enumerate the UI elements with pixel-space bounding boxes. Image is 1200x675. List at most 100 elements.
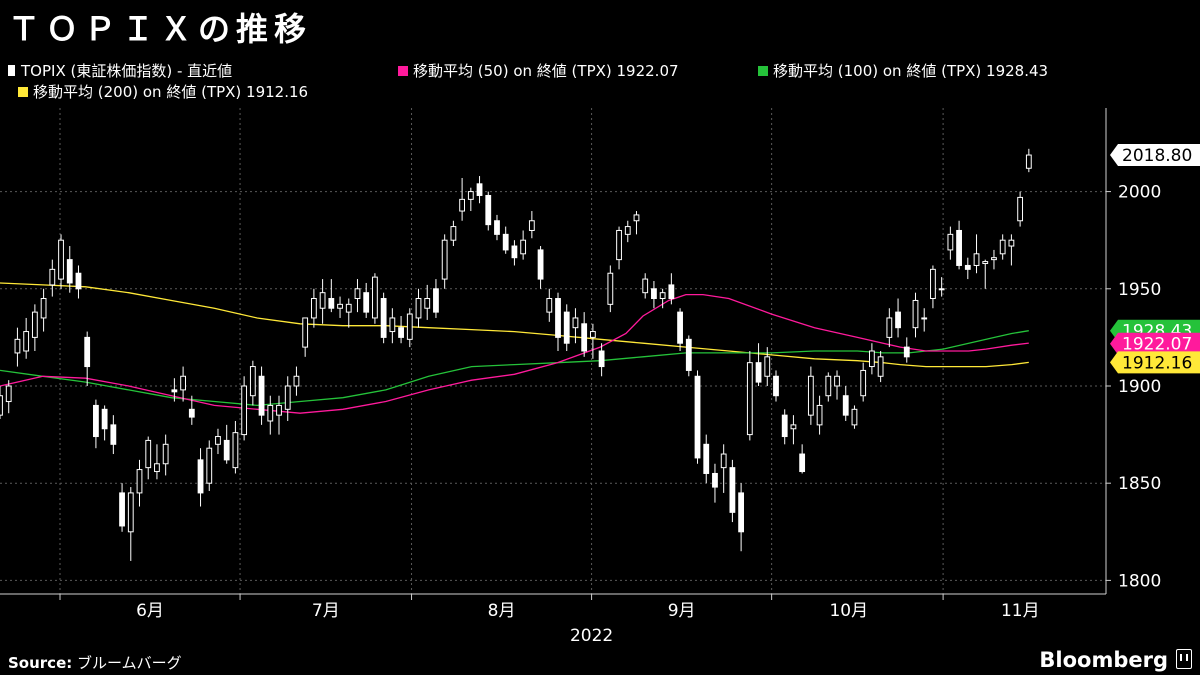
candle-body-up — [249, 366, 256, 397]
candle-body-up — [23, 331, 30, 352]
candle-body-up — [0, 395, 3, 416]
candle-body-up — [930, 268, 936, 300]
candle-body-up — [1017, 196, 1024, 222]
bloomberg-terminal-icon — [1176, 649, 1192, 669]
candle-body-down — [328, 298, 335, 309]
ma50-line — [0, 293, 1029, 414]
candle-body-down — [363, 292, 370, 313]
candle-body-down — [223, 439, 230, 461]
candle-body-down — [581, 323, 588, 352]
candle-body-up — [145, 439, 152, 469]
legend-swatch-ma50 — [398, 66, 408, 76]
last-value-marker-price — [1110, 144, 1200, 167]
candle-body-up — [310, 298, 317, 319]
candle-body-down — [380, 298, 387, 338]
candle-body-up — [49, 268, 56, 286]
y-tick-label: 2000 — [1118, 183, 1161, 203]
candle-body-up — [877, 356, 884, 377]
brand-logo: Bloomberg — [1039, 648, 1192, 672]
legend-swatch-ma200 — [18, 87, 28, 97]
candle-body-up — [572, 317, 579, 329]
candle-body-down — [781, 414, 788, 438]
candle-body-up — [162, 443, 169, 465]
legend-label: 移動平均 (200) on 終値 (TPX) 1912.16 — [33, 83, 309, 101]
candle-body-up — [354, 288, 361, 300]
candle-body-up — [868, 350, 875, 368]
source-label: Source: — [8, 654, 73, 672]
candle-body-down — [119, 492, 125, 527]
candle-body-down — [398, 327, 404, 338]
candle-body-down — [694, 375, 701, 459]
candle-body-down — [171, 389, 178, 393]
candle-body-down — [485, 194, 492, 226]
candle-body-up — [633, 214, 640, 222]
candle-body-down — [685, 338, 692, 371]
candle-body-up — [467, 191, 474, 200]
y-tick-label: 1900 — [1118, 377, 1161, 397]
brand-name: Bloomberg — [1039, 648, 1168, 672]
candle-body-up — [389, 317, 396, 333]
candle-body-down — [502, 233, 509, 251]
candle-body-down — [895, 311, 901, 329]
candle-body-up — [215, 436, 221, 445]
candle-body-up — [424, 298, 431, 309]
candle-body-down — [903, 346, 910, 358]
candle-body-up — [616, 229, 622, 261]
candle-body-down — [755, 362, 762, 383]
candle-body-up — [624, 226, 631, 235]
ma200-line — [0, 282, 1029, 368]
candle-body-up — [607, 272, 614, 305]
candle-body-up — [5, 385, 12, 403]
legend-label: 移動平均 (100) on 終値 (TPX) 1928.43 — [773, 62, 1049, 80]
candle-body-down — [433, 288, 439, 313]
x-year-label: 2022 — [570, 626, 613, 646]
candle-body-up — [790, 424, 797, 430]
candle-body-up — [947, 233, 954, 251]
legend-item-ma50: 移動平均 (50) on 終値 (TPX) 1922.07 — [398, 60, 679, 81]
candle-body-up — [528, 220, 535, 231]
candle-body-up — [921, 317, 928, 320]
candle-body-up — [14, 338, 21, 354]
candle-body-down — [494, 220, 500, 235]
candle-body-up — [154, 463, 160, 473]
candle-body-up — [764, 356, 771, 377]
candle-body-up — [851, 408, 858, 426]
candle-body-up — [441, 239, 448, 280]
candle-body-down — [476, 183, 483, 196]
candle-body-down — [773, 375, 779, 397]
candle-body-up — [127, 492, 134, 533]
candle-body-up — [337, 303, 343, 309]
candle-body-up — [999, 239, 1006, 255]
candle-body-down — [93, 404, 99, 438]
candle-body-down — [110, 424, 117, 445]
candle-body-up — [284, 385, 291, 410]
x-tick-label: 9月 — [668, 601, 696, 621]
last-value-label-ma50: 1922.07 — [1122, 335, 1192, 355]
candle-body-down — [188, 408, 195, 418]
source-note: Source: ブルームバーグ — [8, 652, 182, 673]
candle-body-down — [651, 288, 657, 300]
legend-item-ma100: 移動平均 (100) on 終値 (TPX) 1928.43 — [758, 60, 1048, 81]
candle-body-up — [720, 453, 727, 469]
legend-label: 移動平均 (50) on 終値 (TPX) 1922.07 — [413, 62, 679, 80]
candle-body-up — [1008, 239, 1015, 247]
candle-body-up — [136, 469, 143, 494]
candle-body-up — [450, 226, 457, 241]
candle-body-up — [938, 288, 945, 291]
candle-body-down — [729, 467, 736, 513]
candle-body-up — [1025, 154, 1032, 169]
candle-body-up — [206, 447, 213, 484]
candle-body-down — [598, 350, 605, 368]
candle-body-up — [58, 239, 64, 280]
candle-body-down — [799, 453, 806, 473]
x-tick-label: 8月 — [488, 601, 516, 621]
candle-body-up — [415, 298, 422, 319]
candle-body-up — [372, 276, 378, 319]
legend-item-price: TOPIX (東証株価指数) - 直近値 — [8, 60, 232, 81]
candle-body-up — [232, 432, 239, 469]
candle-body-down — [563, 311, 570, 344]
candle-body-up — [546, 298, 553, 313]
y-tick-label: 1800 — [1118, 571, 1161, 591]
candle-body-up — [267, 404, 274, 422]
